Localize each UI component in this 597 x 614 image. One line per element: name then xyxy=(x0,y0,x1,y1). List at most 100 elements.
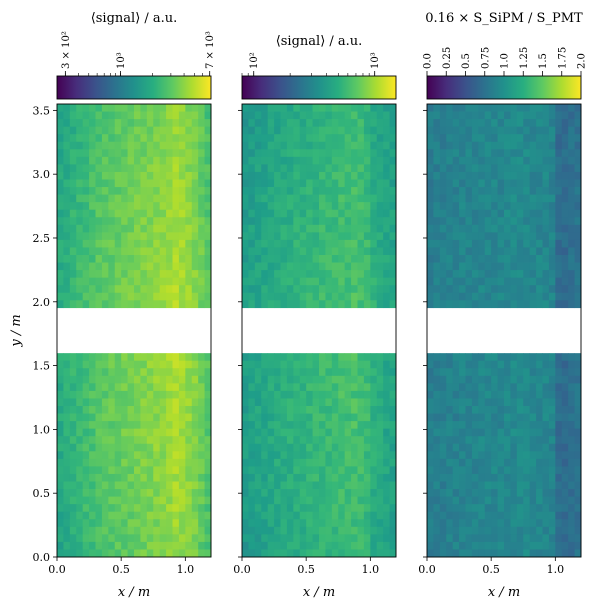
heatmap-cell xyxy=(389,194,397,203)
heatmap-cell xyxy=(146,504,154,513)
heatmap-cell xyxy=(267,171,275,180)
heatmap-cell xyxy=(280,489,288,497)
heatmap-cell xyxy=(433,149,441,158)
heatmap-cell xyxy=(389,232,397,241)
heatmap-cell xyxy=(242,156,249,165)
heatmap-cell xyxy=(504,398,511,407)
heatmap-cell xyxy=(306,383,313,392)
heatmap-cell xyxy=(427,187,434,195)
heatmap-cell xyxy=(286,353,294,362)
heatmap-cell xyxy=(82,436,90,445)
heatmap-cell xyxy=(204,104,212,112)
heatmap-cell xyxy=(452,134,460,143)
heatmap-cell xyxy=(198,247,205,256)
heatmap-cell xyxy=(542,247,550,256)
heatmap-cell xyxy=(452,375,460,384)
heatmap-cell xyxy=(121,436,128,445)
heatmap-cell xyxy=(504,217,511,226)
heatmap-cell xyxy=(248,360,256,369)
heatmap-cell xyxy=(465,202,473,211)
heatmap-cell xyxy=(465,519,473,528)
heatmap-cell xyxy=(529,119,537,128)
heatmap-cell xyxy=(376,466,384,475)
heatmap-cell xyxy=(248,292,256,301)
heatmap-cell xyxy=(242,398,249,407)
heatmap-cell xyxy=(198,473,205,482)
heatmap-cell xyxy=(389,436,397,445)
heatmap-cell xyxy=(568,368,575,377)
heatmap-cell xyxy=(497,262,505,271)
heatmap-cell xyxy=(370,255,378,263)
heatmap-cell xyxy=(536,406,543,414)
heatmap-cell xyxy=(439,141,447,150)
heatmap-cell xyxy=(383,217,390,226)
heatmap-cell xyxy=(459,526,466,535)
heatmap-cell xyxy=(542,390,550,399)
heatmap-cell xyxy=(127,541,135,550)
heatmap-cell xyxy=(254,443,262,452)
heatmap-cell xyxy=(274,104,281,112)
heatmap-cell xyxy=(127,179,135,188)
heatmap-cell xyxy=(319,224,326,233)
heatmap-cell xyxy=(108,171,116,180)
heatmap-cell xyxy=(248,232,256,241)
heatmap-cell xyxy=(376,239,384,248)
heatmap-cell xyxy=(452,270,460,279)
heatmap-cell xyxy=(497,164,505,173)
heatmap-cell xyxy=(344,164,352,173)
heatmap-cell xyxy=(433,171,441,180)
heatmap-cell xyxy=(261,119,269,128)
heatmap-cell xyxy=(325,164,333,173)
heatmap-cell xyxy=(351,421,358,430)
heatmap-cell xyxy=(76,247,84,256)
heatmap-cell xyxy=(478,104,486,112)
heatmap-cell xyxy=(261,481,269,490)
heatmap-cell xyxy=(312,247,320,256)
heatmap-cell xyxy=(529,285,537,294)
heatmap-cell xyxy=(254,202,262,211)
heatmap-cell xyxy=(166,262,173,271)
heatmap-cell xyxy=(274,164,281,173)
heatmap-cell xyxy=(191,383,199,392)
heatmap-cell xyxy=(153,126,161,135)
heatmap-cell xyxy=(568,496,575,505)
heatmap-cell xyxy=(146,413,154,422)
heatmap-cell xyxy=(89,156,96,165)
heatmap-cell xyxy=(561,466,569,475)
heatmap-cell xyxy=(338,104,346,112)
heatmap-cell xyxy=(89,413,96,422)
heatmap-cell xyxy=(338,413,346,422)
heatmap-cell xyxy=(248,239,256,248)
heatmap-cell xyxy=(114,451,122,460)
heatmap-cell xyxy=(140,164,148,173)
heatmap-cell xyxy=(57,300,64,309)
heatmap-cell xyxy=(439,292,447,301)
heatmap-cell xyxy=(198,458,205,467)
heatmap-cell xyxy=(306,255,313,263)
heatmap-cell xyxy=(491,519,498,528)
heatmap-cell xyxy=(63,171,71,180)
heatmap-cell xyxy=(555,179,563,188)
heatmap-cell xyxy=(452,519,460,528)
heatmap-cell xyxy=(376,511,384,520)
heatmap-cell xyxy=(465,300,473,309)
heatmap-cell xyxy=(306,262,313,271)
heatmap-cell xyxy=(286,232,294,241)
heatmap-cell xyxy=(172,255,180,263)
heatmap-cell xyxy=(459,383,466,392)
heatmap-cell xyxy=(280,458,288,467)
heatmap-cell xyxy=(69,534,77,543)
heatmap-cell xyxy=(82,247,90,256)
heatmap-cell xyxy=(523,255,531,263)
heatmap-cell xyxy=(370,481,378,490)
heatmap-cell xyxy=(491,194,498,203)
x-tick-label: 0.5 xyxy=(112,563,130,576)
heatmap-cell xyxy=(504,549,511,558)
heatmap-cell xyxy=(446,436,454,445)
heatmap-cell xyxy=(63,119,71,128)
heatmap-cell xyxy=(427,489,434,497)
heatmap-cell xyxy=(280,292,288,301)
heatmap-cell xyxy=(491,481,498,490)
heatmap-cell xyxy=(497,383,505,392)
heatmap-cell xyxy=(153,360,161,369)
